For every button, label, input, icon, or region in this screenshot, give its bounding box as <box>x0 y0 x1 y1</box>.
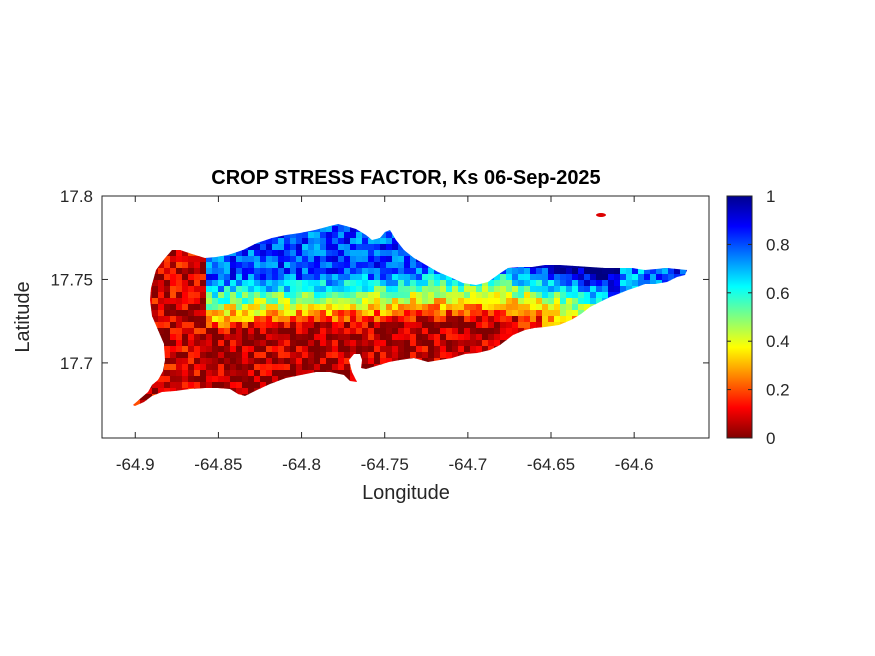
y-axis-ticks: 17.8 17.75 17.7 <box>50 187 709 373</box>
colorbar-tick-label: 0.2 <box>766 381 790 400</box>
colorbar-tick-label: 0.8 <box>766 235 790 254</box>
x-axis-ticks: -64.9 -64.85 -64.8 -64.75 -64.7 -64.65 -64.6 <box>116 196 654 474</box>
islet-feature <box>596 213 606 217</box>
colorbar <box>726 195 753 439</box>
colorbar-tick-label: 0.4 <box>766 332 790 351</box>
colorbar-tick-label: 1 <box>766 187 775 206</box>
colorbar-ticks: 1 0.8 0.6 0.4 0.2 0 <box>727 187 790 448</box>
x-axis-label: Longitude <box>362 482 450 504</box>
x-tick-label: -64.7 <box>448 455 487 474</box>
x-tick-label: -64.75 <box>361 455 409 474</box>
chart-title: CROP STRESS FACTOR, Ks 06-Sep-2025 <box>211 167 600 189</box>
colorbar-tick-label: 0.6 <box>766 284 790 303</box>
x-tick-label: -64.6 <box>615 455 654 474</box>
y-axis-label: Latitude <box>12 281 34 352</box>
axes-box <box>101 195 710 439</box>
x-tick-label: -64.85 <box>194 455 242 474</box>
y-tick-label: 17.75 <box>50 270 93 289</box>
colorbar-tick-label: 0 <box>766 429 775 448</box>
y-tick-label: 17.8 <box>60 187 93 206</box>
y-tick-label: 17.7 <box>60 354 93 373</box>
x-tick-label: -64.65 <box>527 455 575 474</box>
x-tick-label: -64.8 <box>282 455 321 474</box>
x-tick-label: -64.9 <box>116 455 155 474</box>
